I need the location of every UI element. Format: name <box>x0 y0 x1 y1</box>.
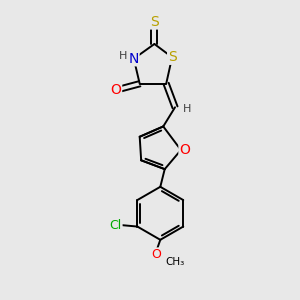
Text: H: H <box>118 51 127 61</box>
Text: H: H <box>183 104 192 114</box>
Text: S: S <box>150 15 159 29</box>
Text: O: O <box>111 82 122 97</box>
Text: O: O <box>179 143 190 157</box>
Text: S: S <box>168 50 176 64</box>
Text: CH₃: CH₃ <box>165 257 184 267</box>
Text: O: O <box>151 248 161 261</box>
Text: N: N <box>129 52 139 66</box>
Text: Cl: Cl <box>110 219 122 232</box>
